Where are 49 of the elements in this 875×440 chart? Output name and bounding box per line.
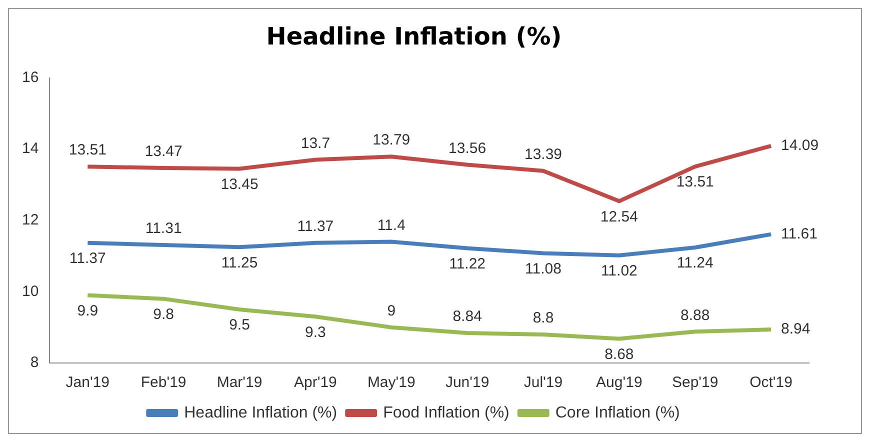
data-label: 12.54	[600, 208, 638, 226]
x-tick-label: Sep'19	[672, 374, 718, 392]
data-label: 9	[387, 302, 396, 320]
data-label: 13.51	[676, 174, 714, 191]
chart-title: Headline Inflation (%)	[266, 22, 562, 51]
x-tick-label: Jan'19	[66, 374, 110, 392]
data-label: 11.61	[781, 225, 818, 242]
data-label: 8.94	[781, 320, 810, 338]
data-label: 11.25	[221, 254, 258, 272]
data-label: 13.56	[448, 140, 486, 157]
data-label: 13.51	[68, 142, 106, 159]
data-label: 8.84	[452, 308, 482, 326]
data-label: 8.8	[532, 310, 554, 327]
x-tick-label: Feb'19	[140, 374, 186, 392]
y-tick-label: 10	[22, 282, 39, 300]
x-tick-label: Jun'19	[445, 374, 490, 392]
data-label: 11.02	[600, 262, 638, 280]
legend-label: Food Inflation (%)	[383, 404, 510, 422]
data-label: 11.4	[377, 216, 406, 234]
x-tick-label: Oct'19	[750, 374, 792, 392]
data-label: 9.5	[229, 316, 250, 334]
y-tick-label: 16	[22, 68, 39, 86]
data-label: 11.37	[69, 250, 106, 267]
data-label: 11.24	[676, 254, 714, 272]
y-tick-label: 12	[22, 212, 39, 229]
data-label: 11.37	[297, 218, 334, 235]
x-tick-label: May'19	[367, 374, 416, 392]
data-label: 11.31	[145, 220, 182, 238]
x-tick-label: Mar'19	[216, 374, 262, 392]
data-label: 13.7	[300, 134, 330, 152]
data-label: 9.3	[305, 324, 326, 341]
x-tick-label: Aug'19	[596, 374, 642, 392]
data-label: 13.39	[524, 146, 562, 163]
data-label: 11.22	[449, 255, 486, 272]
x-tick-label: Jul'19	[524, 374, 563, 392]
data-label: 13.47	[144, 143, 182, 160]
data-label: 13.79	[372, 132, 410, 149]
y-tick-label: 8	[30, 354, 39, 372]
data-label: 11.08	[525, 260, 562, 278]
data-label: 8.88	[680, 306, 710, 324]
y-tick-label: 14	[22, 140, 39, 158]
data-label: 13.45	[220, 176, 258, 193]
data-label: 9.8	[153, 306, 174, 323]
x-tick-label: Apr'19	[294, 374, 337, 392]
data-label: 9.9	[77, 302, 98, 320]
legend-label: Headline Inflation (%)	[184, 404, 338, 422]
data-label: 14.09	[781, 137, 819, 154]
legend-label: Core Inflation (%)	[555, 404, 680, 422]
data-label: 8.68	[604, 346, 634, 363]
